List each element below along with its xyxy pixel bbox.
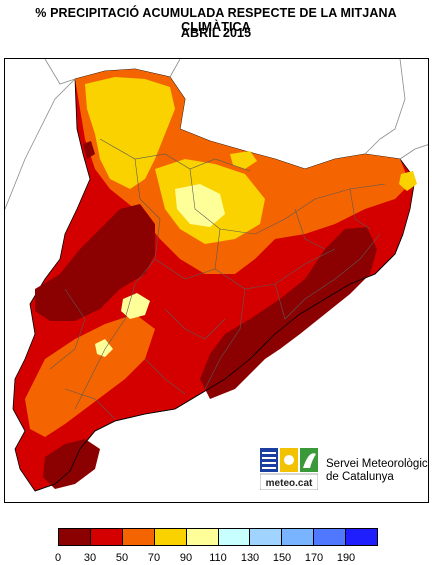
zone-70-90-ne: [399, 171, 417, 191]
map-frame: [4, 58, 429, 503]
legend-tick-label: 150: [272, 552, 292, 564]
legend-tick-label: 70: [147, 552, 161, 564]
zone-0-30-east: [200, 227, 377, 399]
precipitation-zones: [12, 68, 417, 492]
legend-swatch: [218, 529, 251, 545]
legend-tick-label: 110: [209, 552, 227, 564]
zone-0-30-northwest: [83, 141, 95, 159]
legend-swatch: [90, 529, 123, 545]
zone-0-30-south: [43, 439, 100, 489]
zone-70-90-east: [230, 151, 257, 169]
legend-tick-label: 190: [336, 552, 356, 564]
legend-swatch: [186, 529, 219, 545]
zone-70-90-north: [85, 77, 175, 189]
legend-tick-label: 170: [304, 552, 324, 564]
logo-organization: Servei Meteorològic de Catalunya: [326, 458, 428, 484]
map-subtitle-month: ABRIL 2015: [180, 26, 252, 40]
legend-tick-label: 30: [83, 552, 97, 564]
legend-swatch: [122, 529, 155, 545]
zone-90-110-west: [121, 293, 150, 319]
color-legend: [58, 528, 378, 546]
zone-50-70-south: [25, 314, 155, 437]
logo-brand-text: meteo.cat: [266, 478, 313, 489]
legend-tick-label: 130: [240, 552, 260, 564]
legend-swatch: [59, 529, 91, 545]
legend-swatch: [250, 529, 283, 545]
neighbour-borders: [5, 59, 428, 210]
zone-0-30-west: [35, 204, 155, 321]
legend-tick-label: 90: [179, 552, 193, 564]
legend-swatch: [154, 529, 187, 545]
coastline: [34, 233, 404, 492]
legend-tick-label: 50: [115, 552, 129, 564]
catalonia-precipitation-map: [5, 59, 428, 492]
meteocat-logo-icon: meteo.cat: [259, 448, 319, 491]
legend-swatch: [314, 529, 347, 545]
legend-swatch: [282, 529, 315, 545]
meteocat-logo: meteo.cat: [259, 448, 319, 491]
legend-color-bar: [58, 528, 378, 546]
logo-org-line1: Servei Meteorològic: [326, 458, 428, 470]
map-title: % PRECIPITACIÓ ACUMULADA RESPECTE DE LA …: [35, 6, 397, 34]
logo-org-line2: de Catalunya: [326, 471, 394, 483]
legend-swatch: [346, 529, 378, 545]
zone-90-110-center: [175, 184, 225, 227]
county-boundaries: [49, 138, 386, 420]
legend-tick-label: 0: [54, 552, 62, 564]
